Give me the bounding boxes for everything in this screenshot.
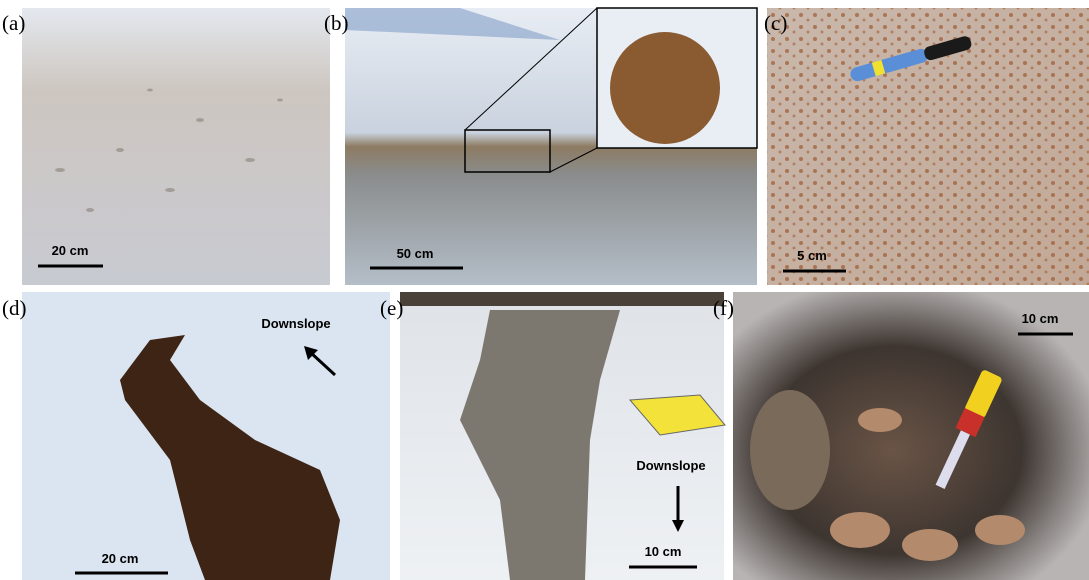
panel-label: (e) [380,296,403,320]
sediment [120,335,340,580]
marker-pen [850,36,972,82]
rocks [750,390,1025,561]
sediment-stripe [460,310,620,580]
inset-sediment [610,32,720,144]
ground [400,292,724,306]
photo-a [22,8,330,285]
arrow [308,350,337,377]
arrow-head [672,520,684,532]
panel-label: (d) [2,296,27,320]
texture [55,88,283,212]
arrow-head [304,346,318,360]
scale-label: 5 cm [797,248,827,263]
panel-label: (b) [324,11,349,35]
scale-label: 10 cm [1022,311,1059,326]
scale-label: 20 cm [102,551,139,566]
scale-label: 20 cm [52,243,89,258]
connector [464,7,598,131]
annotation: Downslope [261,316,330,331]
scale-label: 10 cm [645,544,682,559]
panel-label: (f) [713,296,734,320]
connector [549,147,598,173]
annotation: Downslope [636,458,705,473]
scale-label: 50 cm [397,246,434,261]
sky [345,8,560,40]
panel-label: (c) [764,11,787,35]
chisel [935,370,1002,490]
inset-box [464,129,551,173]
panel-label: (a) [2,11,25,35]
notebook [628,394,726,436]
